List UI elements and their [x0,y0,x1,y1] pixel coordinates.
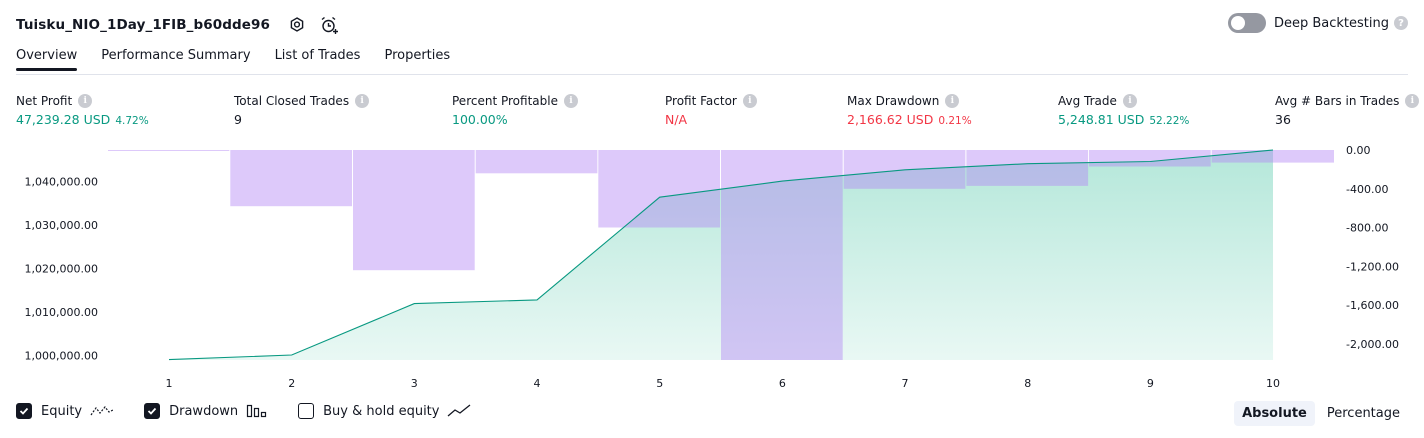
info-icon[interactable]: i [945,94,960,108]
mode-percentage[interactable]: Percentage [1326,406,1400,421]
metric-label: Percent Profitable [452,94,558,108]
drawdown-tick-label: -2,000.00 [1346,338,1399,351]
bars-icon [246,404,268,418]
equity-area [169,150,1274,360]
tab-properties[interactable]: Properties [384,48,451,63]
metric-max-drawdown: Max Drawdown i 2,166.62 USD 0.21% [847,94,972,127]
metric-value: 100.00% [452,112,508,127]
drawdown-bar [230,150,352,207]
metric-net-profit: Net Profit i 47,239.28 USD 4.72% [16,94,149,127]
tab-bar: Overview Performance Summary List of Tra… [16,48,474,71]
info-icon[interactable]: i [78,94,93,108]
x-tick-label: 2 [288,377,295,390]
drawdown-tick-label: -1,200.00 [1346,260,1399,273]
tab-performance-summary[interactable]: Performance Summary [101,48,251,63]
x-tick-label: 9 [1147,377,1154,390]
tab-divider [16,74,1408,75]
drawdown-tick-label: -800.00 [1346,222,1388,235]
legend-label: Equity [41,403,83,419]
equity-tick-label: 1,040,000.00 [25,176,98,189]
metric-total-closed-trades: Total Closed Trades i 9 [234,94,370,127]
strategy-header: Tuisku_NIO_1Day_1FIB_b60dde96 [16,14,340,36]
metric-label: Total Closed Trades [234,94,350,108]
info-icon[interactable]: i [1405,94,1420,108]
metric-value: 5,248.81 USD [1058,112,1145,127]
info-icon[interactable]: i [1122,94,1137,108]
equity-tick-label: 1,000,000.00 [25,350,98,363]
equity-line-icon [90,404,114,418]
drawdown-bar [475,150,598,174]
equity-tick-label: 1,020,000.00 [25,263,98,276]
metric-label: Net Profit [16,94,73,108]
metric-sub: 0.21% [938,115,972,127]
drawdown-bar [1211,150,1334,163]
x-tick-label: 6 [779,377,786,390]
metric-label: Max Drawdown [847,94,940,108]
metric-avg-bars: Avg # Bars in Trades i 36 [1275,94,1420,127]
x-tick-label: 4 [534,377,541,390]
equity-line-layer [168,149,1274,361]
metric-value: 2,166.62 USD [847,112,934,127]
checkbox-checked-icon[interactable] [16,403,32,419]
info-icon[interactable]: i [563,94,578,108]
deep-backtesting: Deep Backtesting ? [1227,13,1408,33]
alarm-add-icon[interactable] [318,14,340,36]
scale-mode-switch: Absolute Percentage [1230,401,1408,426]
tab-list-of-trades[interactable]: List of Trades [274,48,361,63]
legend-buy-hold-equity[interactable]: Buy & hold equity [298,403,471,419]
metric-value: N/A [665,112,688,127]
drawdown-bar [353,150,475,271]
drawdown-bar [598,150,720,228]
checkbox-unchecked-icon[interactable] [298,403,315,419]
equity-tick-label: 1,030,000.00 [25,219,98,232]
metric-profit-factor: Profit Factor i N/A [665,94,757,127]
metric-value: 9 [234,112,242,127]
metric-label: Avg # Bars in Trades [1275,94,1400,108]
help-icon[interactable]: ? [1394,16,1408,30]
legend-label: Drawdown [169,403,239,419]
equity-tick-label: 1,010,000.00 [25,306,98,319]
x-tick-label: 1 [166,377,173,390]
drawdown-bar [966,150,1089,186]
metric-value: 47,239.28 USD [16,112,111,127]
axes-layer: 1,000,000.00 1,010,000.00 1,020,000.00 1,03… [25,144,1399,390]
chart-legend: Equity Drawdown Buy & hold equity [16,403,501,419]
legend-equity[interactable]: Equity [16,403,114,419]
deep-backtesting-label: Deep Backtesting [1273,15,1389,31]
equity-area-layer [169,150,1274,360]
tab-overview[interactable]: Overview [16,48,78,71]
metric-avg-trade: Avg Trade i 5,248.81 USD 52.22% [1058,94,1189,127]
legend-drawdown[interactable]: Drawdown [144,403,268,419]
metric-sub: 4.72% [115,115,149,127]
drawdown-bar [108,150,230,151]
info-icon[interactable]: i [355,94,370,108]
x-tick-label: 5 [656,377,663,390]
metric-value: 36 [1275,112,1291,127]
legend-label: Buy & hold equity [323,403,440,419]
drawdown-bars-layer [108,150,1334,360]
x-tick-label: 8 [1024,377,1031,390]
mode-absolute[interactable]: Absolute [1234,401,1315,426]
equity-drawdown-chart[interactable]: 1,000,000.00 1,010,000.00 1,020,000.00 1,03… [0,140,1424,396]
drawdown-tick-label: -400.00 [1346,183,1388,196]
metric-sub: 52.22% [1149,115,1190,127]
x-tick-label: 10 [1266,377,1280,390]
settings-icon[interactable] [286,14,308,36]
drawdown-bar [721,150,843,360]
x-tick-label: 7 [902,377,909,390]
deep-backtesting-toggle[interactable] [1227,13,1266,33]
drawdown-tick-label: 0.00 [1346,144,1371,157]
metric-percent-profitable: Percent Profitable i 100.00% [452,94,578,127]
trend-line-icon [447,404,471,418]
strategy-title: Tuisku_NIO_1Day_1FIB_b60dde96 [16,17,271,33]
info-icon[interactable]: i [742,94,757,108]
checkbox-checked-icon[interactable] [144,403,161,419]
metric-label: Profit Factor [665,94,737,108]
drawdown-tick-label: -1,600.00 [1346,299,1399,312]
x-tick-label: 3 [411,377,418,390]
metric-label: Avg Trade [1058,94,1117,108]
drawdown-bar [1089,150,1211,167]
equity-line [168,149,1274,361]
